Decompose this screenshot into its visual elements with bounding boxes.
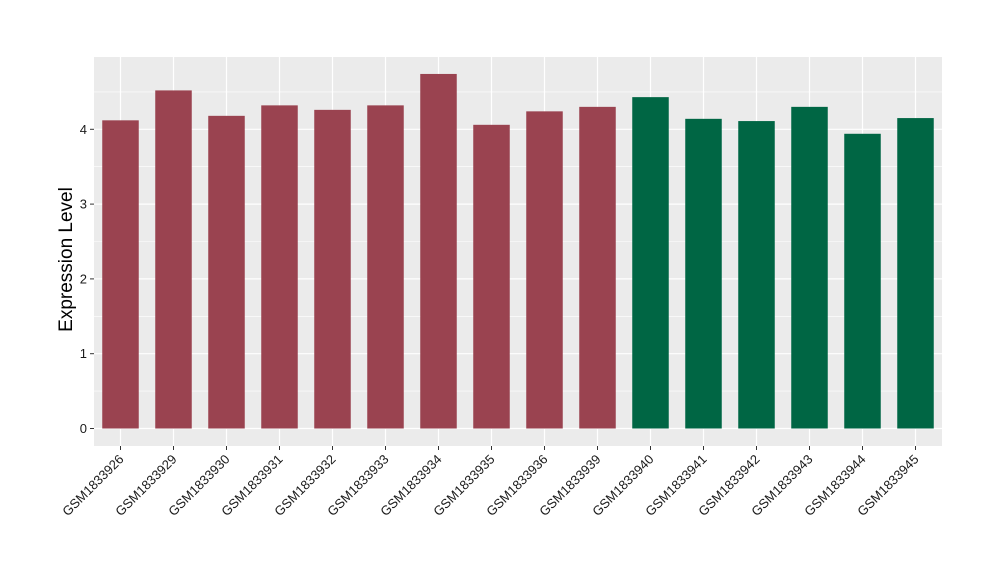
bar-GSM1833942 [738, 121, 775, 429]
bar-GSM1833932 [314, 109, 351, 429]
bar-GSM1833940 [632, 97, 669, 429]
bars [102, 73, 934, 429]
y-tick-label: 0 [80, 421, 87, 436]
bar-GSM1833945 [897, 118, 934, 429]
bar-GSM1833944 [844, 133, 881, 429]
bar-GSM1833934 [420, 73, 457, 429]
y-axis: 0 1 2 3 4 [80, 122, 94, 436]
y-tick-label: 4 [80, 122, 87, 137]
y-axis-title: Expression Level [56, 187, 77, 332]
bar-GSM1833935 [473, 124, 510, 429]
bar-GSM1833929 [155, 90, 192, 429]
y-tick-label: 1 [80, 346, 87, 361]
bar-GSM1833943 [791, 106, 828, 429]
bar-GSM1833930 [208, 115, 245, 429]
bar-GSM1833936 [526, 111, 563, 429]
bar-GSM1833941 [685, 118, 722, 429]
bar-GSM1833926 [102, 120, 139, 429]
bar-GSM1833933 [367, 105, 404, 429]
y-tick-label: 3 [80, 197, 87, 212]
bar-GSM1833931 [261, 105, 298, 429]
bar-GSM1833939 [579, 106, 616, 429]
y-tick-label: 2 [80, 271, 87, 286]
x-axis: GSM1833926GSM1833929GSM1833930GSM1833931… [59, 446, 922, 519]
